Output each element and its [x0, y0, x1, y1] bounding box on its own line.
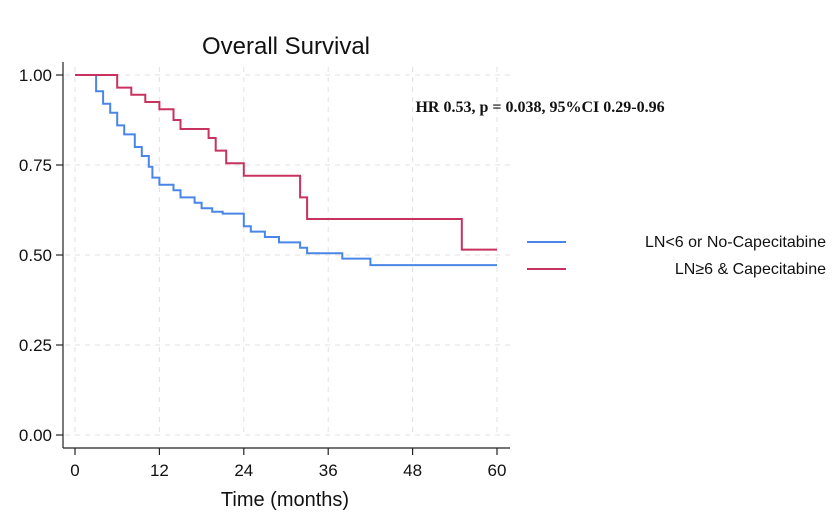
x-tick-label: 60	[488, 461, 507, 480]
x-tick-label: 0	[70, 461, 79, 480]
tick-labels: 0.00 0.25 0.50 0.75 1.00 0 12 24 36 48 60	[19, 66, 507, 480]
chart-title: Overall Survival	[202, 33, 370, 60]
x-tick-label: 12	[150, 461, 169, 480]
series-line-1	[75, 74, 497, 251]
axes	[56, 62, 510, 455]
x-tick-label: 24	[234, 461, 253, 480]
hr-annotation: HR 0.53, p = 0.038, 95%CI 0.29-0.96	[415, 99, 664, 116]
x-axis-label: Time (months)	[221, 489, 349, 511]
x-tick-label: 36	[319, 461, 338, 480]
grid-lines	[65, 67, 510, 436]
y-tick-label: 0.25	[19, 336, 52, 355]
y-tick-label: 0.75	[19, 156, 52, 175]
y-tick-label: 0.50	[19, 246, 52, 265]
legend-label-0: LN<6 or No-Capecitabine	[645, 234, 826, 251]
series-line-0	[75, 74, 497, 267]
y-tick-label: 1.00	[19, 66, 52, 85]
series-lines	[75, 74, 497, 267]
legend: LN<6 or No-Capecitabine LN≥6 & Capecitabi…	[527, 234, 826, 278]
legend-label-1: LN≥6 & Capecitabine	[675, 261, 826, 278]
x-tick-label: 48	[403, 461, 422, 480]
y-tick-label: 0.00	[19, 426, 52, 445]
